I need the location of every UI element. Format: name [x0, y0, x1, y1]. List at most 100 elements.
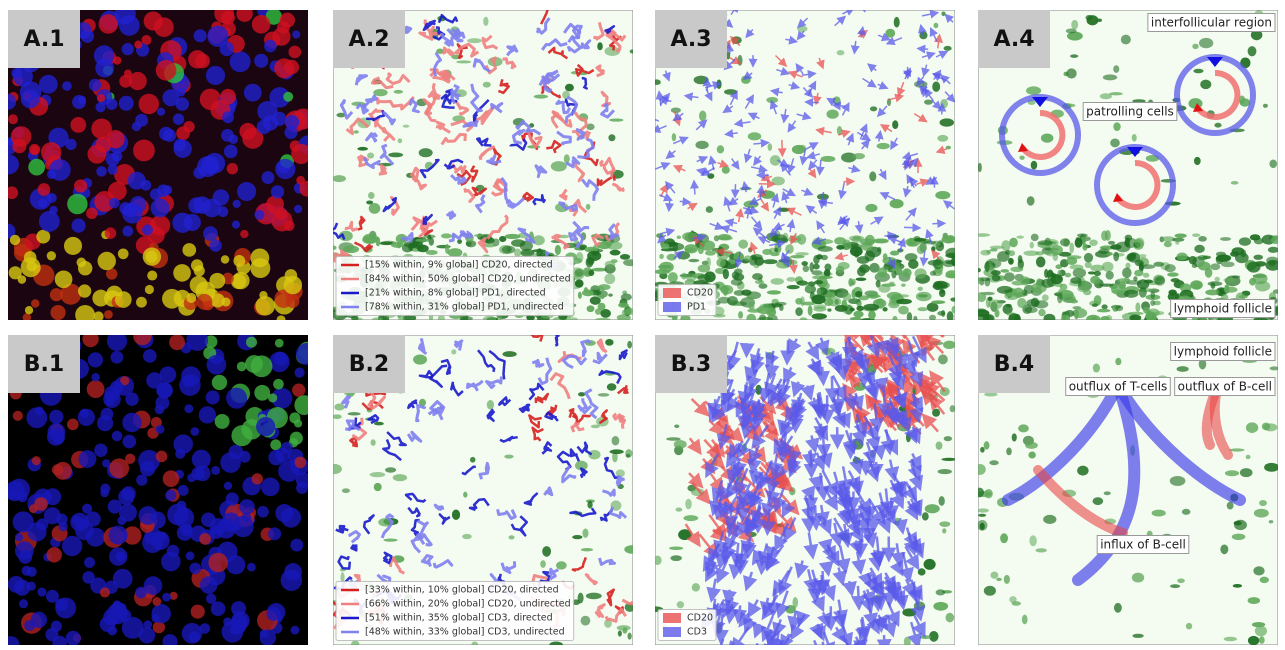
tissue-blob	[938, 354, 948, 364]
tissue-blob	[597, 42, 603, 50]
tissue-blob	[1150, 300, 1155, 306]
tissue-blob	[853, 236, 862, 240]
tissue-blob	[1235, 252, 1249, 263]
cell	[89, 79, 101, 91]
tissue-blob	[917, 245, 925, 254]
tissue-blob	[812, 275, 827, 279]
tissue-blob	[608, 294, 612, 297]
tissue-blob	[990, 246, 1004, 249]
tissue-blob	[931, 300, 945, 304]
cell	[257, 506, 269, 518]
tissue-blob	[1019, 156, 1024, 160]
cell	[101, 408, 114, 421]
flow-arrow	[823, 431, 825, 456]
tissue-blob	[1150, 291, 1155, 299]
tissue-blob	[1075, 238, 1083, 248]
tissue-blob	[873, 239, 889, 244]
tissue-blob	[1223, 278, 1236, 283]
cell	[280, 13, 295, 28]
tissue-blob	[586, 204, 591, 210]
tissue-blob	[1035, 548, 1046, 552]
cell	[55, 270, 73, 288]
cell	[189, 631, 200, 642]
cell	[254, 54, 268, 68]
cell	[21, 257, 41, 277]
tissue-blob	[1106, 271, 1114, 280]
tissue-blob	[1077, 233, 1088, 236]
tissue-blob	[850, 308, 855, 312]
tissue-blob	[1175, 233, 1187, 238]
tissue-blob	[1109, 92, 1123, 95]
cell	[22, 566, 32, 576]
tissue-blob	[1250, 234, 1261, 240]
cell	[295, 457, 307, 469]
tissue-blob	[801, 261, 808, 266]
tissue-blob	[1074, 310, 1079, 320]
tissue-blob	[697, 274, 710, 281]
tissue-blob	[762, 249, 772, 255]
cell	[136, 297, 147, 308]
cell	[250, 248, 269, 267]
legend-label: PD1	[687, 302, 706, 313]
tissue-blob	[672, 133, 676, 141]
tissue-blob	[1085, 262, 1092, 268]
tissue-blob	[984, 586, 996, 596]
cell	[169, 335, 185, 350]
tissue-blob	[1138, 254, 1147, 258]
tissue-blob	[374, 422, 384, 426]
cell	[92, 290, 109, 307]
flow-arrow	[757, 643, 758, 645]
tissue-blob	[1110, 138, 1120, 147]
tissue-blob	[1155, 311, 1164, 315]
tissue-blob	[1127, 253, 1136, 261]
cell	[156, 451, 168, 463]
cell	[52, 464, 63, 475]
cell	[71, 219, 85, 233]
tissue-blob	[939, 521, 950, 527]
tissue-blob	[941, 310, 945, 317]
tissue-blob	[599, 294, 604, 299]
panel-image: [15% within, 9% global] CD20, directed[8…	[333, 10, 633, 320]
cell	[176, 97, 189, 110]
legend-swatch	[663, 627, 681, 637]
tissue-blob	[1082, 243, 1087, 250]
tissue-blob	[582, 529, 588, 538]
tissue-blob	[761, 190, 775, 199]
panel-label: A.4	[993, 27, 1034, 52]
legend-swatch	[663, 288, 681, 298]
tissue-blob	[542, 546, 551, 557]
cell	[264, 40, 277, 53]
annotation: lymphoid follicle	[1171, 343, 1275, 361]
cell	[189, 563, 201, 575]
tissue-blob	[737, 55, 742, 66]
cell	[231, 425, 252, 446]
tissue-blob	[1192, 233, 1200, 237]
tissue-blob	[786, 277, 796, 282]
tissue-blob	[924, 559, 936, 570]
cell	[200, 623, 211, 634]
tissue-blob	[1193, 69, 1203, 73]
flow-arrow	[846, 342, 847, 371]
tissue-blob	[1167, 272, 1179, 276]
tissue-blob	[1135, 302, 1140, 312]
tissue-blob	[774, 248, 778, 252]
cell	[62, 81, 72, 91]
tissue-blob	[467, 38, 482, 43]
cell	[191, 259, 203, 271]
tissue-blob	[779, 304, 784, 311]
tissue-blob	[1152, 510, 1166, 517]
cell	[119, 96, 134, 111]
tissue-blob	[1266, 257, 1278, 265]
cell	[275, 208, 288, 221]
tissue-blob	[483, 82, 491, 88]
tissue-blob	[620, 254, 630, 260]
tissue-blob	[1232, 275, 1240, 278]
cell	[240, 230, 248, 238]
tissue-blob	[821, 156, 836, 162]
tissue-blob	[502, 351, 516, 357]
tissue-blob	[1253, 566, 1264, 575]
flow-arrow	[806, 102, 819, 103]
cell	[224, 144, 238, 158]
tissue-blob	[1255, 626, 1267, 637]
cell	[139, 94, 159, 114]
